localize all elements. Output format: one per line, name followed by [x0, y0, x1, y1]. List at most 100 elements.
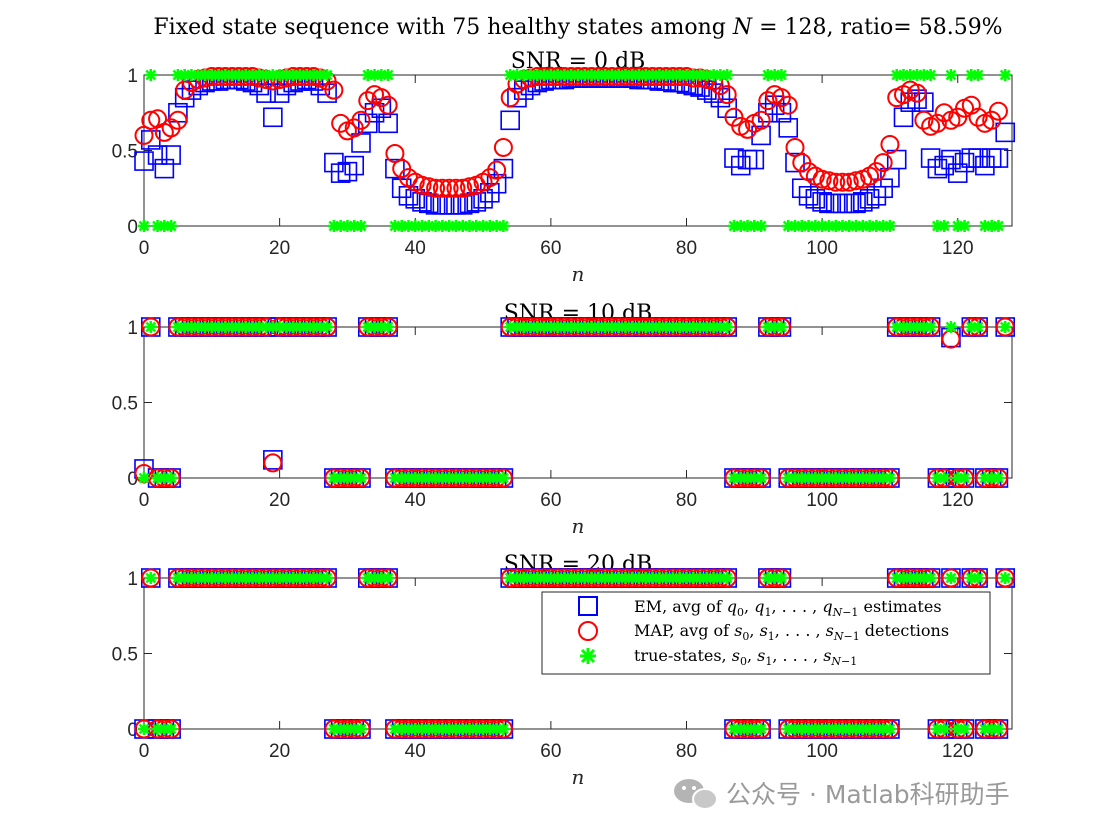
map-point	[995, 317, 1015, 337]
true-state-point	[972, 69, 985, 81]
map-point	[778, 95, 798, 115]
map-point	[995, 568, 1015, 588]
map-point	[968, 107, 988, 127]
x-tick-label: 20	[269, 741, 290, 762]
true-state-point	[355, 472, 367, 484]
y-tick-label: 0.5	[112, 394, 138, 415]
map-point	[426, 178, 446, 198]
watermark: 公众号 · Matlab科研助手	[674, 779, 1010, 810]
em-point	[873, 178, 893, 199]
true-state-point	[883, 472, 896, 484]
y-tick-label: 0	[127, 720, 138, 741]
map-point	[493, 137, 513, 157]
em-point	[866, 186, 887, 206]
true-state-point	[958, 220, 971, 232]
legend-map-label: MAP, avg of s0, s1, . . . , sN−1 detecti…	[634, 621, 949, 643]
x-tick-label: 80	[676, 238, 697, 259]
em-point	[812, 192, 832, 212]
map-point	[988, 101, 1008, 121]
true-state-point	[972, 321, 985, 333]
true-state-point	[944, 69, 957, 81]
map-point	[141, 317, 161, 337]
em-point	[147, 145, 168, 165]
true-state-point	[165, 723, 178, 735]
map-point	[880, 134, 900, 154]
map-point	[812, 169, 832, 189]
em-point	[934, 155, 954, 176]
map-point	[358, 91, 378, 111]
x-tick-label: 60	[540, 741, 561, 762]
em-point	[920, 148, 941, 168]
true-state-point	[321, 572, 334, 584]
em-point	[263, 107, 283, 128]
x-tick-label: 40	[405, 490, 426, 511]
x-tick-label: 100	[806, 490, 838, 511]
x-tick-label: 120	[942, 490, 974, 511]
series-true-states	[138, 572, 1012, 735]
x-tick-label: 40	[405, 238, 426, 259]
true-state-point	[138, 220, 150, 232]
em-point	[981, 148, 1002, 168]
x-tick-label: 120	[942, 238, 974, 259]
true-state-point	[775, 572, 788, 584]
em-point	[825, 193, 846, 214]
true-state-point	[924, 321, 937, 333]
em-point	[947, 163, 968, 183]
map-point	[717, 85, 737, 105]
em-point	[805, 189, 826, 209]
map-point	[738, 119, 758, 139]
map-point	[141, 568, 161, 588]
true-state-point	[924, 69, 937, 81]
x-tick-label: 80	[676, 490, 697, 511]
y-tick-label: 1	[127, 569, 138, 590]
em-point	[161, 145, 181, 165]
em-point	[493, 158, 514, 179]
true-state-point	[938, 220, 951, 232]
true-state-point	[883, 220, 896, 232]
em-point	[968, 148, 988, 168]
legend-truth-marker	[580, 648, 596, 664]
em-point	[737, 149, 758, 170]
true-state-point	[992, 723, 1005, 735]
x-axis-label: n	[572, 514, 585, 538]
legend: EM, avg of q0, q1, . . . , qN−1 estimate…	[541, 591, 991, 675]
map-point	[351, 110, 371, 130]
true-state-point	[382, 321, 395, 333]
em-point	[988, 148, 1009, 168]
x-tick-label: 60	[540, 238, 561, 259]
true-state-point	[382, 69, 395, 81]
true-state-point	[775, 321, 788, 333]
map-point	[927, 113, 947, 133]
em-point	[941, 149, 961, 170]
true-state-point	[775, 69, 788, 81]
em-point	[730, 155, 751, 176]
true-state-point	[721, 69, 734, 81]
true-state-point	[999, 572, 1012, 584]
wechat-icon	[674, 779, 718, 810]
map-point	[378, 95, 398, 115]
x-tick-label: 80	[676, 741, 697, 762]
x-tick-label: 20	[269, 490, 290, 511]
em-point	[853, 192, 873, 212]
em-point	[507, 87, 527, 108]
em-point	[432, 195, 453, 215]
x-tick-label: 120	[942, 741, 974, 762]
x-axis-label: n	[572, 765, 585, 789]
map-point	[758, 91, 778, 111]
true-state-point	[721, 572, 734, 584]
true-state-point	[321, 321, 334, 333]
map-point	[846, 171, 866, 191]
legend-truth-label: true-states, s0, s1, . . . , sN−1	[634, 646, 857, 668]
true-state-point	[497, 723, 510, 735]
true-state-point	[165, 220, 178, 232]
map-point	[263, 453, 283, 473]
legend-entry-truth: true-states, s0, s1, . . . , sN−1	[580, 646, 857, 668]
x-tick-label: 100	[806, 741, 838, 762]
map-point	[453, 178, 473, 198]
em-point	[337, 161, 358, 182]
x-tick-label: 60	[540, 490, 561, 511]
map-point	[941, 568, 961, 588]
